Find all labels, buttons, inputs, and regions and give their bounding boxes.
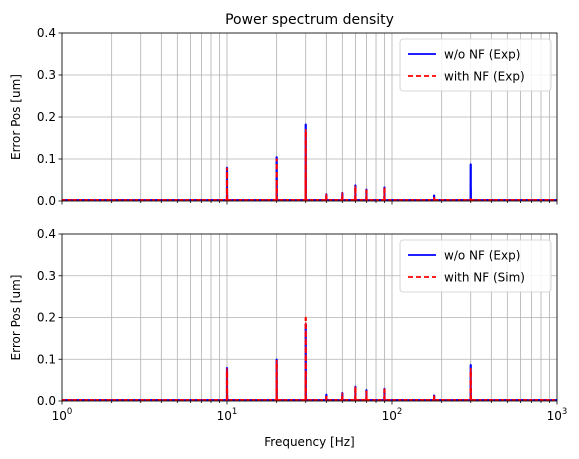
y-axis-label: Error Pos [um]	[9, 275, 23, 361]
chart-title: Power spectrum density	[225, 12, 394, 28]
data-area-2	[62, 316, 557, 401]
y-tick-label: 0.4	[37, 227, 56, 241]
legend-label-2: with NF (Sim)	[444, 271, 525, 285]
y-tick-label: 0.3	[37, 269, 56, 283]
y-tick-label: 0.1	[37, 152, 56, 166]
y-axis-label: Error Pos [um]	[9, 74, 23, 160]
legend: w/o NF (Exp) with NF (Exp)	[399, 38, 552, 92]
y-tick-label: 0.0	[37, 194, 56, 208]
legend-label-1: w/o NF (Exp)	[444, 249, 520, 263]
y-tick-label: 0.1	[37, 352, 56, 366]
legend-box	[399, 239, 552, 293]
y-tick-label: 0.4	[37, 26, 56, 40]
legend-label-2: with NF (Exp)	[444, 70, 525, 84]
series-line-2	[62, 316, 557, 401]
data-area-1	[62, 123, 557, 201]
y-tick-label: 0.3	[37, 68, 56, 82]
y-tick-label: 0.0	[37, 394, 56, 408]
legend-label-1: w/o NF (Exp)	[444, 48, 520, 62]
x-axis-label: Frequency [Hz]	[264, 435, 355, 449]
y-tick-label: 0.2	[37, 110, 56, 124]
legend-box	[399, 38, 552, 92]
legend: w/o NF (Exp) with NF (Sim)	[399, 239, 552, 293]
chart-panel-1: 0.0 0.1 0.2 0.3 0.4 Power spectrum density Err…	[9, 12, 558, 208]
y-tick-label: 0.2	[37, 311, 56, 325]
